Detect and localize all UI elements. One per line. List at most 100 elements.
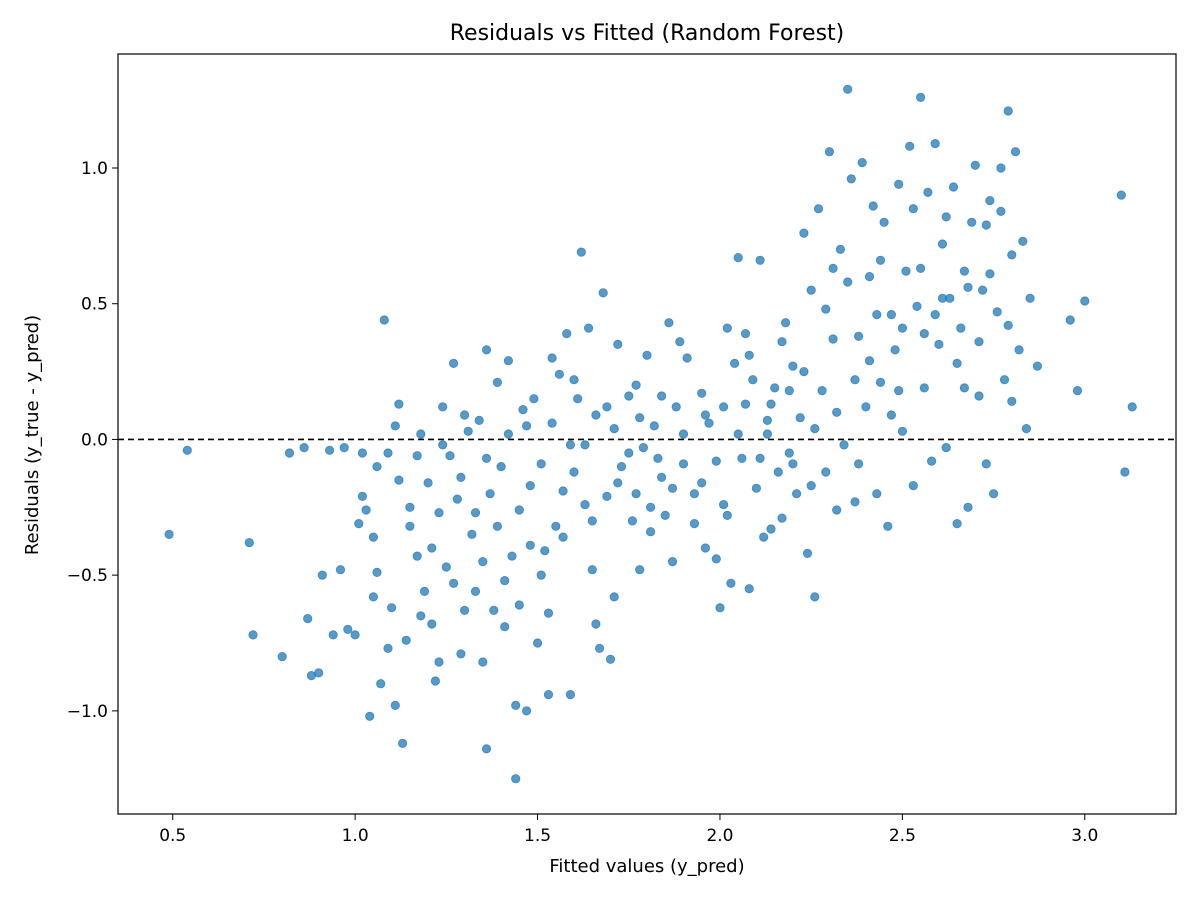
data-point — [667, 483, 678, 493]
data-point — [718, 402, 729, 412]
data-point — [981, 459, 991, 469]
data-point — [715, 603, 725, 613]
data-point — [335, 565, 346, 575]
data-point — [795, 413, 805, 423]
data-point — [941, 212, 951, 222]
data-point — [653, 453, 663, 463]
data-point — [996, 163, 1006, 173]
data-point — [985, 269, 995, 279]
data-point — [463, 426, 473, 436]
data-point — [934, 339, 944, 349]
data-point — [919, 328, 929, 339]
data-point — [890, 345, 900, 355]
data-point — [521, 706, 532, 716]
data-point — [894, 385, 904, 396]
data-point — [419, 586, 430, 597]
y-tick-label: 0.5 — [81, 295, 108, 315]
data-point — [853, 331, 864, 341]
data-point — [1003, 106, 1013, 116]
data-point — [470, 508, 481, 518]
data-point — [1014, 345, 1024, 355]
data-point — [558, 532, 568, 542]
data-point — [543, 689, 554, 700]
x-tick-label: 2.0 — [706, 826, 733, 846]
data-point — [357, 448, 367, 458]
data-point — [609, 592, 619, 602]
data-point — [1010, 147, 1021, 157]
data-point — [952, 358, 962, 368]
data-point — [627, 516, 638, 526]
data-point — [901, 266, 911, 276]
data-point — [303, 613, 313, 624]
data-point — [580, 440, 590, 450]
data-point — [343, 624, 353, 635]
data-point — [529, 394, 539, 404]
data-point — [492, 377, 502, 387]
data-point — [846, 174, 856, 184]
data-point — [697, 388, 707, 398]
data-point — [788, 361, 798, 371]
data-point — [963, 502, 973, 512]
data-point — [532, 638, 543, 648]
data-point — [452, 494, 462, 504]
data-point — [394, 475, 404, 485]
data-point — [390, 700, 400, 711]
data-point — [511, 774, 521, 784]
data-point — [744, 584, 754, 594]
data-point — [383, 643, 393, 654]
data-point — [784, 448, 794, 458]
data-point — [678, 429, 689, 439]
data-point — [540, 546, 550, 556]
data-point — [434, 657, 444, 667]
data-point — [591, 619, 601, 629]
data-point — [905, 141, 915, 151]
data-point — [985, 196, 995, 206]
plot-area-frame — [117, 53, 1177, 815]
data-point — [467, 529, 477, 540]
data-point — [383, 448, 393, 458]
data-point — [700, 410, 711, 420]
data-point — [704, 418, 714, 428]
y-tick-label: 1.0 — [81, 159, 108, 179]
data-point — [645, 502, 656, 512]
data-point — [350, 630, 360, 640]
data-point — [485, 489, 495, 499]
data-point — [667, 556, 678, 567]
data-point — [919, 383, 929, 393]
data-point — [372, 461, 382, 472]
data-point — [631, 489, 641, 499]
data-point — [970, 160, 980, 170]
data-point — [915, 92, 926, 103]
data-point — [1007, 396, 1017, 406]
data-point — [613, 339, 623, 349]
data-point — [598, 288, 608, 298]
data-point — [726, 578, 736, 588]
data-point — [697, 478, 707, 488]
data-point — [956, 323, 966, 333]
data-point — [872, 309, 882, 320]
data-point — [368, 592, 378, 602]
data-point — [547, 353, 557, 363]
ticks-layer: 0.5 1.0 1.5 2.0 2.5 3.0 −1.0 −0.5 0.0 0.5 1.0 — [67, 159, 1099, 846]
data-point — [481, 453, 492, 463]
data-point — [843, 84, 853, 94]
data-point — [562, 328, 572, 339]
data-point — [514, 505, 524, 515]
data-point — [806, 285, 816, 295]
data-point — [478, 657, 488, 667]
data-point — [536, 459, 546, 469]
data-point — [802, 548, 813, 559]
data-point — [1003, 320, 1013, 330]
data-point — [645, 527, 656, 537]
data-point — [580, 499, 590, 510]
data-point — [543, 608, 554, 618]
data-point — [379, 315, 389, 325]
data-point — [755, 255, 765, 265]
data-point — [587, 565, 597, 575]
data-point — [511, 700, 521, 711]
data-point — [609, 423, 619, 434]
data-point — [558, 486, 568, 496]
data-point — [405, 502, 415, 512]
data-point — [423, 478, 433, 488]
